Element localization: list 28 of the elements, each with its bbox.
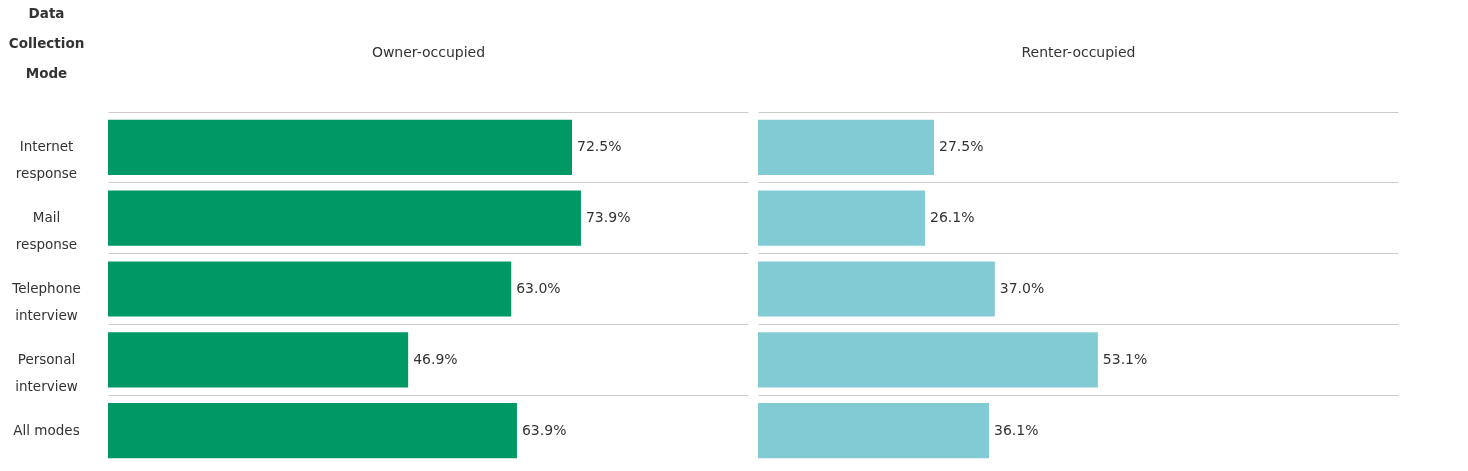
bar (758, 402, 990, 459)
data-label: 63.9% (521, 421, 567, 438)
data-label: 37.0% (999, 280, 1045, 296)
data-label: 27.5% (939, 138, 984, 155)
bar (758, 261, 995, 317)
data-label: 46.9% (413, 350, 458, 367)
y-tick-label: Internet response (15, 138, 78, 182)
y-tick-label: Personal interview (15, 350, 78, 394)
y-tick-label: Telephone interview (11, 280, 81, 323)
data-label: 26.1% (930, 209, 975, 226)
y-tick-label: All modes (13, 421, 80, 438)
bar (108, 190, 581, 246)
bar (758, 332, 1098, 388)
bar (758, 119, 934, 176)
bar (108, 261, 512, 317)
data-label: 73.9% (585, 209, 631, 226)
chart-title: Owner-occupied (371, 43, 486, 60)
bar (108, 332, 409, 388)
bar (108, 402, 517, 459)
bar (108, 119, 572, 176)
chart-title: Renter-occupied (1021, 43, 1136, 60)
bar (758, 190, 926, 246)
y-axis-title: Data Collection Mode (8, 4, 85, 81)
y-tick-label: Mail response (15, 209, 78, 253)
data-label: 53.1% (1102, 350, 1148, 367)
data-label: 36.1% (994, 421, 1039, 438)
data-label: 63.0% (516, 280, 561, 296)
data-label: 72.5% (577, 138, 622, 155)
